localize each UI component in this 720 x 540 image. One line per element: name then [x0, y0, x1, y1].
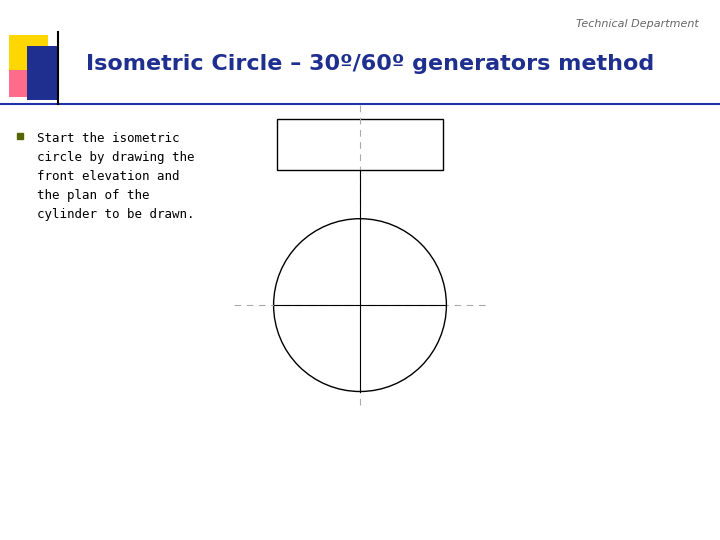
Text: Isometric Circle – 30º/60º generators method: Isometric Circle – 30º/60º generators me… — [86, 53, 654, 74]
Text: Technical Department: Technical Department — [576, 19, 698, 29]
Bar — [27, 46, 58, 100]
Bar — [9, 35, 48, 84]
Bar — [277, 119, 443, 170]
Bar — [9, 70, 36, 97]
Text: Start the isometric
circle by drawing the
front elevation and
the plan of the
cy: Start the isometric circle by drawing th… — [37, 132, 195, 221]
